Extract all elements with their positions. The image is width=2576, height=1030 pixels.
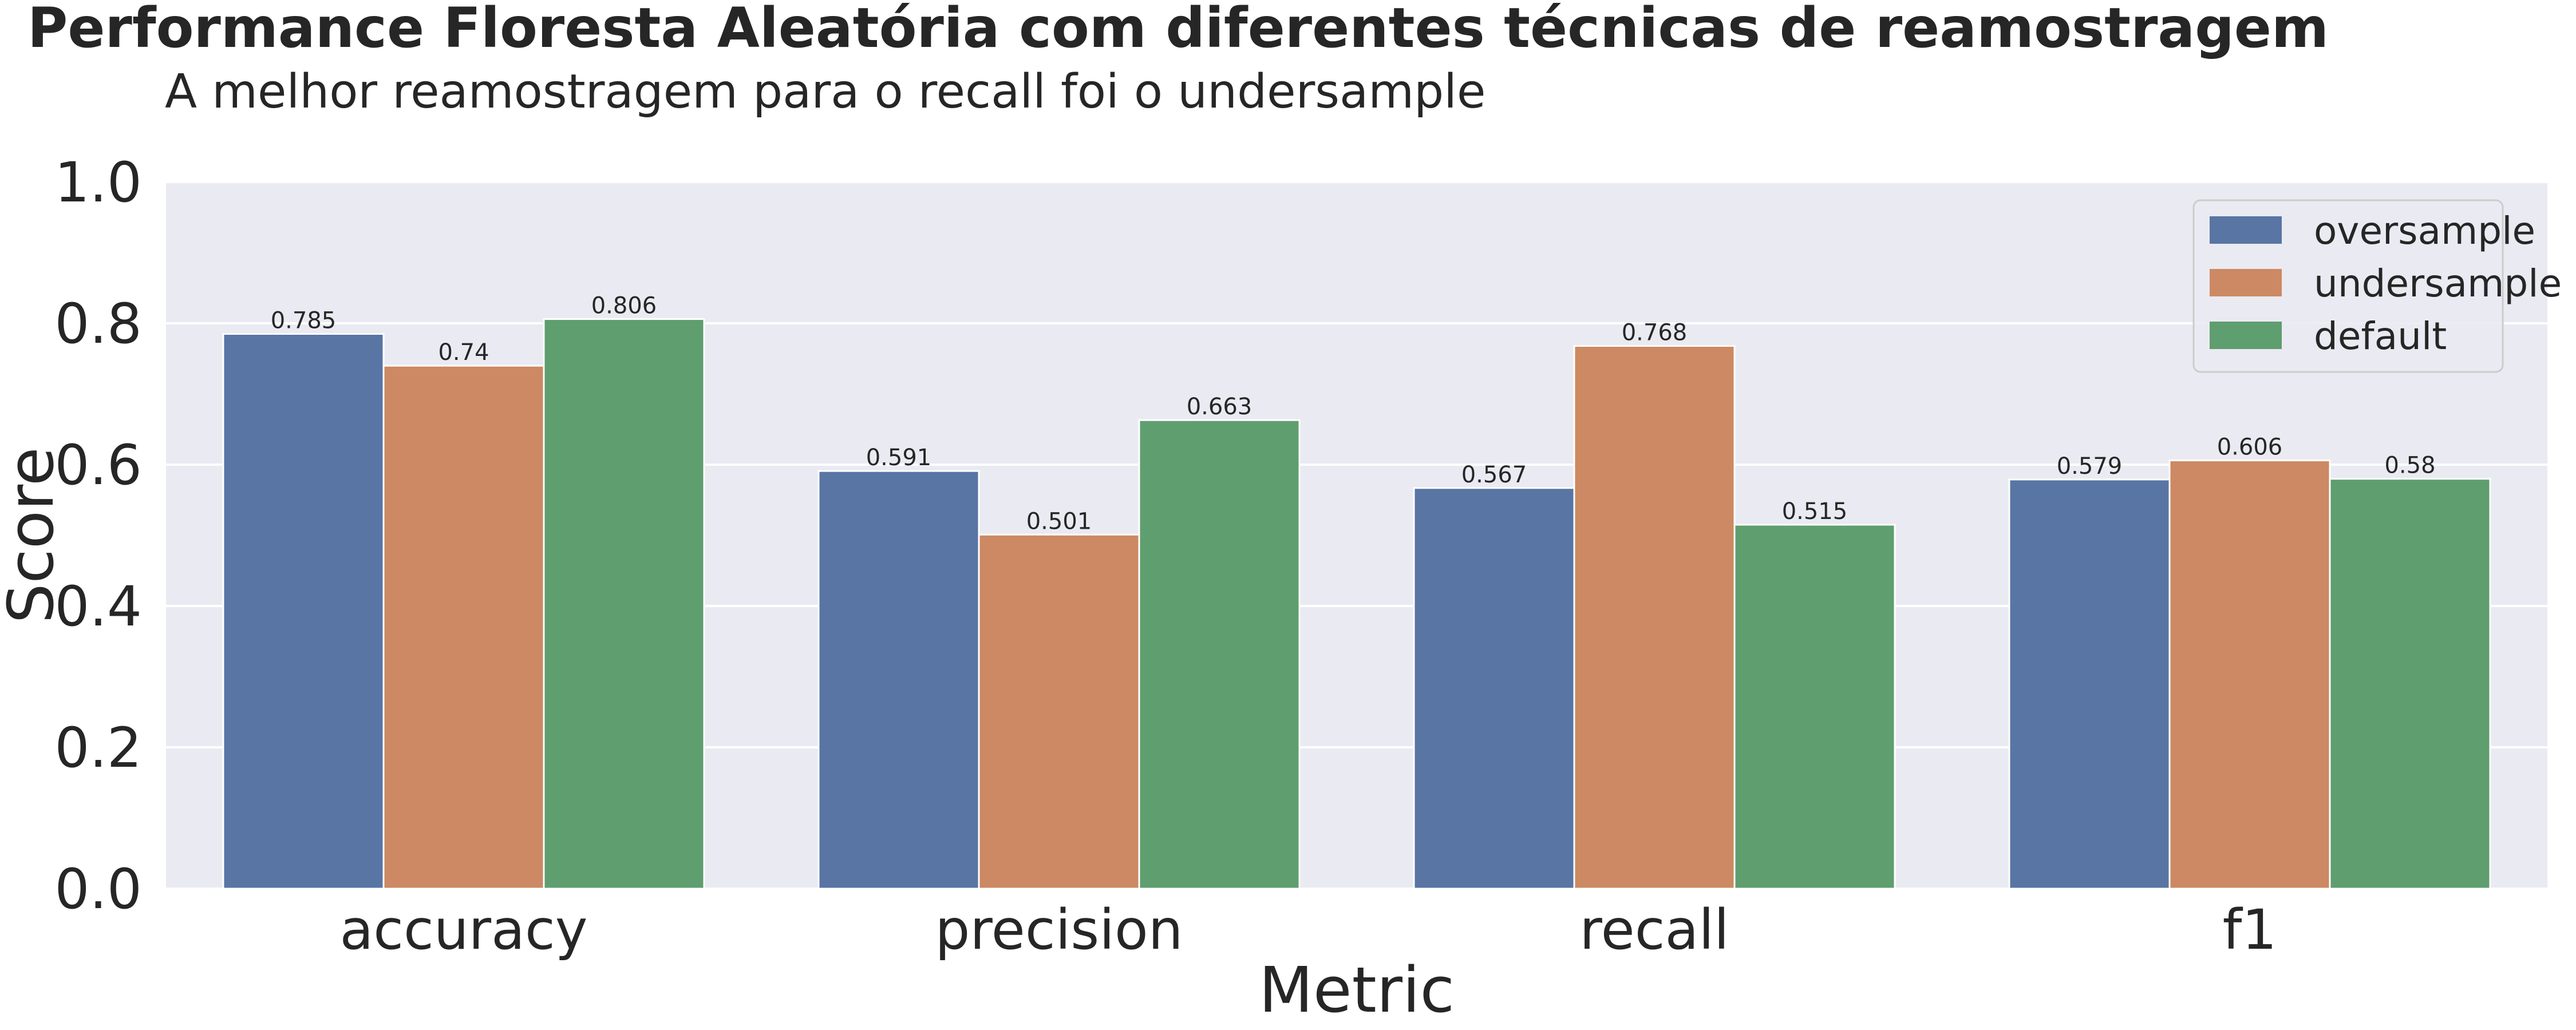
data-label: 0.58 — [2384, 453, 2435, 479]
data-label: 0.591 — [866, 445, 932, 471]
y-tick-label: 0.2 — [54, 716, 142, 780]
data-label: 0.768 — [1622, 320, 1688, 346]
x-tick-label: f1 — [2223, 898, 2277, 962]
y-tick-label: 0.6 — [54, 433, 142, 497]
bar — [1733, 524, 1896, 890]
x-tick-label: recall — [1579, 898, 1729, 962]
chart-title: Performance Floresta Aleatória com difer… — [27, 0, 2329, 60]
data-labels: 0.785 0.74 0.806 0.591 0.501 0.663 0.567 0.768 0… — [271, 293, 2436, 535]
data-label: 0.785 — [271, 308, 337, 334]
bar — [2008, 478, 2171, 890]
data-label: 0.579 — [2057, 453, 2123, 480]
x-axis-label: Metric — [1259, 953, 1455, 1027]
y-axis-ticks: 0.0 0.2 0.4 0.6 0.8 1.0 — [54, 150, 142, 921]
bar — [2329, 478, 2491, 890]
bar — [382, 365, 545, 890]
data-label: 0.663 — [1187, 394, 1253, 420]
bar — [1138, 419, 1301, 890]
bar — [1413, 487, 1575, 890]
x-axis-ticks: accuracy precision recall f1 — [339, 898, 2277, 962]
legend-entry: oversample — [2314, 209, 2535, 253]
legend: oversample undersample default — [2192, 199, 2562, 373]
bar — [1573, 345, 1736, 890]
bar — [222, 333, 385, 890]
data-label: 0.74 — [438, 339, 489, 366]
y-tick-label: 1.0 — [54, 150, 142, 215]
data-label: 0.515 — [1782, 498, 1848, 525]
y-axis-label: Score — [0, 447, 68, 623]
y-tick-label: 0.8 — [54, 292, 142, 356]
bar — [543, 318, 705, 890]
legend-swatch — [2210, 269, 2282, 296]
x-tick-label: precision — [935, 898, 1183, 962]
bar — [817, 470, 980, 890]
chart-subtitle: A melhor reamostragem para o recall foi … — [165, 65, 1485, 119]
bars — [222, 318, 2491, 890]
bar — [978, 533, 1140, 890]
y-tick-label: 0.0 — [54, 857, 142, 921]
x-tick-label: accuracy — [339, 898, 587, 962]
bar — [2168, 459, 2331, 890]
legend-swatch — [2210, 216, 2282, 244]
data-label: 0.606 — [2217, 434, 2283, 461]
y-tick-label: 0.4 — [54, 575, 142, 639]
legend-entry: default — [2314, 314, 2447, 358]
data-label: 0.806 — [591, 293, 657, 319]
data-label: 0.567 — [1461, 462, 1527, 488]
legend-entry: undersample — [2314, 262, 2562, 306]
data-label: 0.501 — [1026, 508, 1092, 534]
legend-swatch — [2210, 322, 2282, 349]
